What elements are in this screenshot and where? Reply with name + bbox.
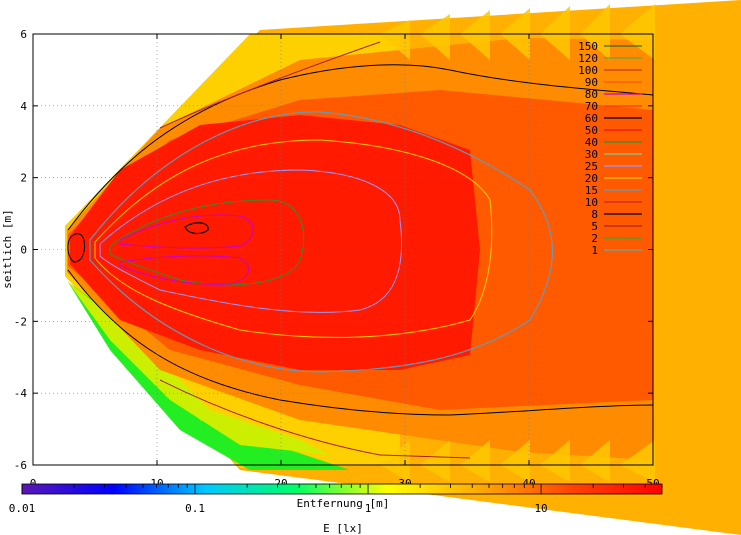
colorbar-tick-label: 0.01	[9, 502, 36, 515]
legend-label: 80	[585, 88, 598, 101]
legend-label: 2	[591, 232, 598, 245]
legend-label: 90	[585, 76, 598, 89]
contour-6	[109, 199, 305, 286]
sawtooth-edges	[380, 4, 655, 482]
contour-11	[159, 379, 471, 459]
contour-9	[184, 222, 209, 235]
y-tick-label: -6	[14, 459, 27, 472]
colorbar-label: E [lx]	[323, 522, 363, 535]
y-tick-label: -2	[14, 315, 27, 328]
y-tick-label: 0	[20, 244, 27, 257]
legend-label: 60	[585, 112, 598, 125]
legend-label: 15	[585, 184, 598, 197]
legend-label: 10	[585, 196, 598, 209]
legend-label: 70	[585, 100, 598, 113]
y-tick-label: 6	[20, 28, 27, 41]
y-axis-label: seitlich [m]	[1, 209, 14, 288]
contour-8	[119, 255, 250, 285]
contour-12	[67, 233, 85, 263]
heat-zone-red	[70, 115, 480, 370]
y-tick-label: 2	[20, 172, 27, 185]
colorbar-tick-label: 0.1	[185, 502, 205, 515]
x-axis-label: Entfernung [m]	[297, 497, 390, 510]
contour-3	[89, 111, 553, 373]
legend-label: 30	[585, 148, 598, 161]
contour-4	[94, 139, 493, 338]
y-tick-label: 4	[20, 100, 27, 113]
colorbar-tick-label: 10	[534, 502, 547, 515]
contour-10	[159, 41, 381, 129]
contour-7	[119, 214, 254, 249]
legend-label: 1	[591, 244, 598, 257]
legend-label: 120	[578, 52, 598, 65]
heatmap-area	[65, 0, 741, 535]
contour-2	[67, 269, 654, 416]
contour-lines	[67, 41, 654, 459]
legend-label: 20	[585, 172, 598, 185]
colorbar	[21, 483, 663, 495]
legend-label: 40	[585, 136, 598, 149]
grid	[33, 34, 653, 465]
legend-label: 150	[578, 40, 598, 53]
legend-label: 8	[591, 208, 598, 221]
contour-1	[67, 64, 654, 231]
y-tick-label: -4	[14, 387, 28, 400]
legend-label: 50	[585, 124, 598, 137]
legend-label: 5	[591, 220, 598, 233]
x-tick-label: 0	[30, 477, 37, 490]
heat-zone-green	[68, 282, 350, 470]
colorbar-ticks: 0.01 0.1 1 10	[9, 484, 663, 515]
legend-label: 100	[578, 64, 598, 77]
legend-label: 25	[585, 160, 598, 173]
contour-5	[99, 169, 403, 313]
colorbar-tick-label: 1	[365, 502, 372, 515]
